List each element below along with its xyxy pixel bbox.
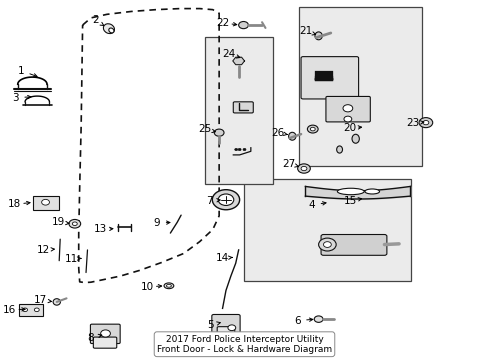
Circle shape — [301, 166, 306, 171]
Text: 9: 9 — [153, 218, 160, 228]
Ellipse shape — [103, 24, 114, 33]
FancyBboxPatch shape — [211, 315, 240, 338]
Text: 25: 25 — [198, 124, 211, 134]
Bar — [204, 37, 272, 184]
Circle shape — [214, 129, 224, 136]
Text: 26: 26 — [270, 128, 284, 138]
Circle shape — [101, 330, 110, 337]
Text: 1: 1 — [18, 66, 24, 76]
Text: 4: 4 — [308, 200, 314, 210]
Circle shape — [343, 116, 351, 122]
Circle shape — [34, 308, 39, 312]
Text: 27: 27 — [282, 159, 295, 169]
Text: 13: 13 — [94, 225, 107, 234]
Text: 24: 24 — [222, 49, 235, 59]
Ellipse shape — [53, 299, 61, 305]
Ellipse shape — [166, 284, 171, 287]
Circle shape — [41, 199, 49, 205]
Text: 17: 17 — [34, 295, 47, 305]
Text: 10: 10 — [140, 282, 153, 292]
Ellipse shape — [351, 134, 359, 143]
Ellipse shape — [310, 127, 315, 131]
FancyBboxPatch shape — [93, 337, 117, 348]
Text: 22: 22 — [216, 18, 229, 28]
Text: 2017 Ford Police Interceptor Utility
Front Door - Lock & Hardware Diagram: 2017 Ford Police Interceptor Utility Fro… — [157, 334, 331, 354]
FancyBboxPatch shape — [233, 102, 253, 113]
Text: 8: 8 — [87, 333, 94, 343]
Text: 6: 6 — [293, 316, 300, 325]
Circle shape — [72, 222, 77, 226]
Bar — [33, 196, 59, 210]
Circle shape — [227, 325, 235, 330]
Circle shape — [297, 164, 310, 173]
Text: 3: 3 — [12, 93, 19, 103]
Text: 2: 2 — [92, 15, 99, 26]
Circle shape — [418, 118, 432, 128]
Text: 19: 19 — [52, 217, 65, 227]
Ellipse shape — [314, 316, 323, 322]
Circle shape — [318, 238, 335, 251]
Text: 21: 21 — [298, 26, 311, 36]
Text: 5: 5 — [206, 320, 213, 330]
FancyBboxPatch shape — [217, 327, 234, 339]
Circle shape — [342, 105, 352, 112]
Bar — [19, 304, 43, 316]
Polygon shape — [232, 57, 244, 65]
Ellipse shape — [307, 125, 318, 133]
Circle shape — [234, 148, 237, 150]
Circle shape — [238, 22, 248, 29]
Ellipse shape — [337, 188, 364, 195]
Circle shape — [22, 308, 27, 312]
Ellipse shape — [364, 189, 379, 194]
Bar — [299, 7, 422, 166]
Text: 11: 11 — [64, 254, 78, 264]
Text: 12: 12 — [37, 245, 50, 255]
Text: 23: 23 — [405, 118, 419, 128]
FancyBboxPatch shape — [321, 234, 386, 255]
Circle shape — [323, 242, 330, 247]
Ellipse shape — [109, 28, 114, 33]
Ellipse shape — [163, 283, 173, 289]
Text: 18: 18 — [8, 199, 21, 210]
Circle shape — [243, 148, 245, 150]
Circle shape — [238, 148, 241, 150]
Text: 15: 15 — [344, 196, 357, 206]
Circle shape — [422, 121, 428, 125]
Circle shape — [69, 220, 81, 228]
Ellipse shape — [288, 132, 295, 140]
Ellipse shape — [314, 32, 322, 40]
FancyBboxPatch shape — [301, 57, 358, 99]
FancyBboxPatch shape — [325, 96, 369, 122]
Ellipse shape — [336, 146, 342, 153]
Circle shape — [212, 190, 239, 210]
Circle shape — [218, 194, 233, 206]
FancyBboxPatch shape — [90, 324, 120, 343]
Text: 7: 7 — [205, 196, 212, 206]
Text: 14: 14 — [216, 253, 229, 263]
Text: 20: 20 — [342, 123, 355, 133]
Text: 16: 16 — [3, 305, 16, 315]
Bar — [243, 179, 410, 281]
